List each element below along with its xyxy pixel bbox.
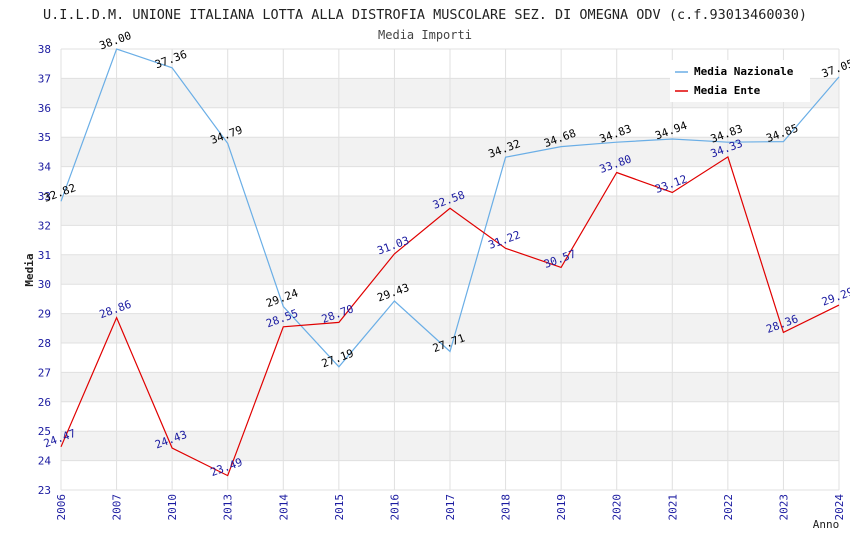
- y-tick-label: 34: [38, 161, 52, 174]
- legend-label-media-nazionale: Media Nazionale: [694, 65, 794, 78]
- y-tick-label: 38: [38, 43, 51, 56]
- x-tick-label: 2016: [388, 494, 401, 521]
- y-tick-label: 36: [38, 102, 51, 115]
- y-tick-label: 24: [38, 455, 52, 468]
- x-tick-label: 2015: [333, 494, 346, 521]
- y-tick-label: 33: [38, 190, 51, 203]
- chart-subtitle: Media Importi: [378, 28, 472, 42]
- x-tick-label: 2006: [55, 494, 68, 521]
- chart-title: U.I.L.D.M. UNIONE ITALIANA LOTTA ALLA DI…: [43, 7, 807, 23]
- x-tick-label: 2013: [222, 494, 235, 521]
- series-line-media-nazionale: [60, 48, 840, 368]
- y-tick-label: 27: [38, 366, 51, 379]
- y-tick-label: 35: [38, 131, 51, 144]
- x-tick-label: 2021: [666, 494, 679, 521]
- x-tick-label: 2024: [833, 494, 846, 521]
- legend: Media Nazionale Media Ente: [670, 60, 810, 102]
- y-axis: 23 24 25 26 27 28 29 30 31 32 33 34 35 36 37 38: [38, 43, 52, 497]
- x-tick-label: 2019: [555, 494, 568, 521]
- x-tick-label: 2010: [166, 494, 179, 521]
- legend-label-media-ente: Media Ente: [694, 84, 761, 97]
- series-line-media-ente: [60, 155, 840, 477]
- y-tick-label: 32: [38, 219, 51, 232]
- x-tick-label: 2020: [611, 494, 624, 521]
- data-label: 29.29: [820, 285, 850, 309]
- series-lines: [60, 48, 840, 477]
- y-tick-label: 31: [38, 249, 51, 262]
- grid-lines: [60, 48, 840, 491]
- y-tick-label: 30: [38, 278, 51, 291]
- y-tick-label: 28: [38, 337, 51, 350]
- x-tick-label: 2017: [444, 494, 457, 521]
- x-tick-label: 2022: [722, 494, 735, 521]
- x-tick-label: 2023: [777, 494, 790, 521]
- x-axis: 2006 2007 2010 2013 2014 2015 2016 2017 2018 2019…: [55, 494, 846, 521]
- x-tick-label: 2018: [500, 494, 513, 521]
- data-label: 27.19: [320, 347, 356, 371]
- y-tick-label: 26: [38, 396, 51, 409]
- x-tick-label: 2007: [111, 494, 124, 521]
- data-label: 37.05: [820, 57, 850, 81]
- data-label: 31.03: [375, 234, 411, 258]
- y-tick-label: 29: [38, 308, 51, 321]
- data-label: 31.22: [487, 228, 523, 252]
- y-tick-label: 37: [38, 72, 51, 85]
- legend-box: [670, 60, 810, 102]
- y-axis-label: Media: [23, 253, 36, 286]
- x-axis-label: Anno: [813, 518, 840, 531]
- y-tick-label: 23: [38, 484, 51, 497]
- y-tick-label: 25: [38, 425, 51, 438]
- x-tick-label: 2014: [277, 494, 290, 521]
